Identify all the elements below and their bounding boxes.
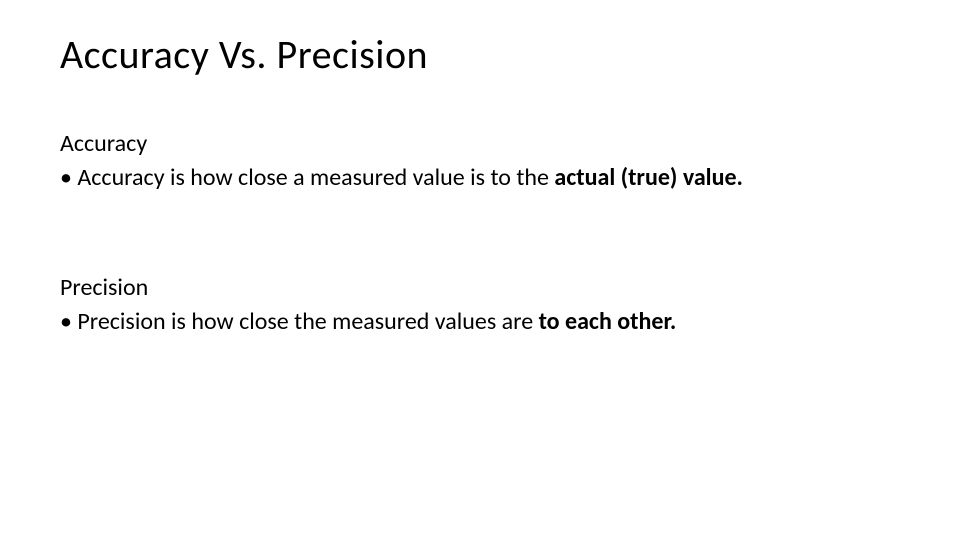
bullet-text-precision-prefix: • Precision is how close the measured va… bbox=[60, 307, 539, 336]
section-heading-accuracy: Accuracy bbox=[60, 129, 900, 158]
bullet-text-accuracy-prefix: • Accuracy is how close a measured value… bbox=[60, 163, 554, 192]
section-heading-precision: Precision bbox=[60, 273, 900, 302]
slide-container: Accuracy Vs. Precision Accuracy • Accura… bbox=[0, 0, 960, 540]
bullet-text-precision-bold: to each other. bbox=[539, 307, 677, 336]
section-accuracy: Accuracy • Accuracy is how close a measu… bbox=[60, 129, 900, 193]
bullet-precision: • Precision is how close the measured va… bbox=[60, 306, 900, 337]
bullet-accuracy: • Accuracy is how close a measured value… bbox=[60, 162, 900, 193]
bullet-text-accuracy-bold: actual (true) value. bbox=[554, 163, 743, 192]
section-precision: Precision • Precision is how close the m… bbox=[60, 273, 900, 337]
slide-title: Accuracy Vs. Precision bbox=[60, 30, 900, 79]
